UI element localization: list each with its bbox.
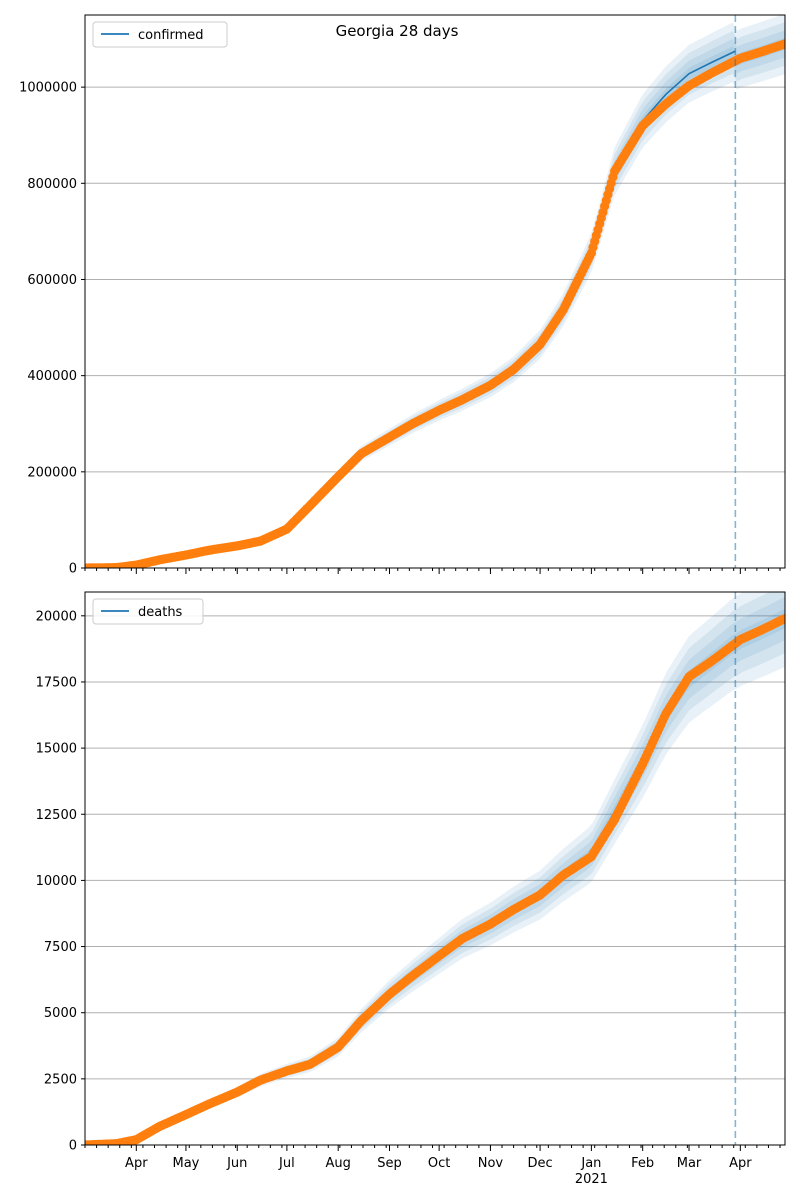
uncertainty-band-0 xyxy=(85,592,785,1145)
y-tick-label: 1000000 xyxy=(19,81,77,96)
x-tick-label: Dec xyxy=(528,1156,553,1171)
confirmed-chart: 0 200000 400000 600000 800000 1000000 confirme… xyxy=(19,14,786,577)
plot-area xyxy=(85,592,785,1145)
axes-frame xyxy=(84,14,786,569)
y-tick-label: 12500 xyxy=(36,808,77,823)
legend-box xyxy=(92,598,204,625)
y-tick-label: 400000 xyxy=(27,369,77,384)
plot-area xyxy=(85,15,785,568)
legend-label: confirmed xyxy=(138,28,204,43)
x-tick-label: Sep xyxy=(377,1156,402,1171)
y-tick-label: 2500 xyxy=(44,1072,77,1087)
x-tick-label: Aug xyxy=(325,1156,350,1171)
x-tick-label: Jun xyxy=(226,1156,247,1171)
y-tick-label: 17500 xyxy=(36,675,77,690)
axes-frame xyxy=(84,591,786,1146)
y-tick-label: 800000 xyxy=(27,177,77,192)
uncertainty-band-1 xyxy=(85,22,785,568)
uncertainty-band-2 xyxy=(85,596,785,1145)
y-tick-label: 200000 xyxy=(27,465,77,480)
x-year-label: 2021 xyxy=(575,1172,608,1187)
uncertainty-band-1 xyxy=(85,592,785,1145)
y-tick-label: 600000 xyxy=(27,273,77,288)
y-tick-label: 7500 xyxy=(44,940,77,955)
x-tick-label: Jul xyxy=(278,1156,295,1171)
x-tick-label: Apr xyxy=(125,1156,148,1171)
x-tick-label: Jan xyxy=(580,1156,601,1171)
x-tick-label: Apr xyxy=(729,1156,752,1171)
deaths-chart: 0 2500 5000 7500 10000 12500 15000 17500 20000 Ap… xyxy=(36,591,786,1187)
x-tick-label: Mar xyxy=(677,1156,702,1171)
observed-point xyxy=(780,613,785,624)
x-tick-label: Oct xyxy=(428,1156,450,1171)
uncertainty-band-2 xyxy=(85,30,785,568)
observed-series xyxy=(85,613,785,1145)
y-tick-label: 20000 xyxy=(36,609,77,624)
legend: deaths xyxy=(92,598,204,625)
legend-label: deaths xyxy=(138,605,183,620)
y-tick-label: 0 xyxy=(69,562,77,577)
observed-point xyxy=(780,39,785,49)
y-tick-label: 5000 xyxy=(44,1006,77,1021)
legend: confirmed xyxy=(92,21,228,48)
model-series-line xyxy=(85,641,736,1145)
legend-box xyxy=(92,21,228,48)
figure-title: Georgia 28 days xyxy=(336,22,459,40)
y-tick-label: 10000 xyxy=(36,874,77,889)
y-tick-label: 15000 xyxy=(36,742,77,757)
x-tick-label: Feb xyxy=(631,1156,654,1171)
y-tick-label: 0 xyxy=(69,1139,77,1154)
x-tick-label: May xyxy=(173,1156,200,1171)
x-tick-label: Nov xyxy=(478,1156,504,1171)
observed-series xyxy=(85,39,785,568)
uncertainty-band-3 xyxy=(85,37,785,568)
